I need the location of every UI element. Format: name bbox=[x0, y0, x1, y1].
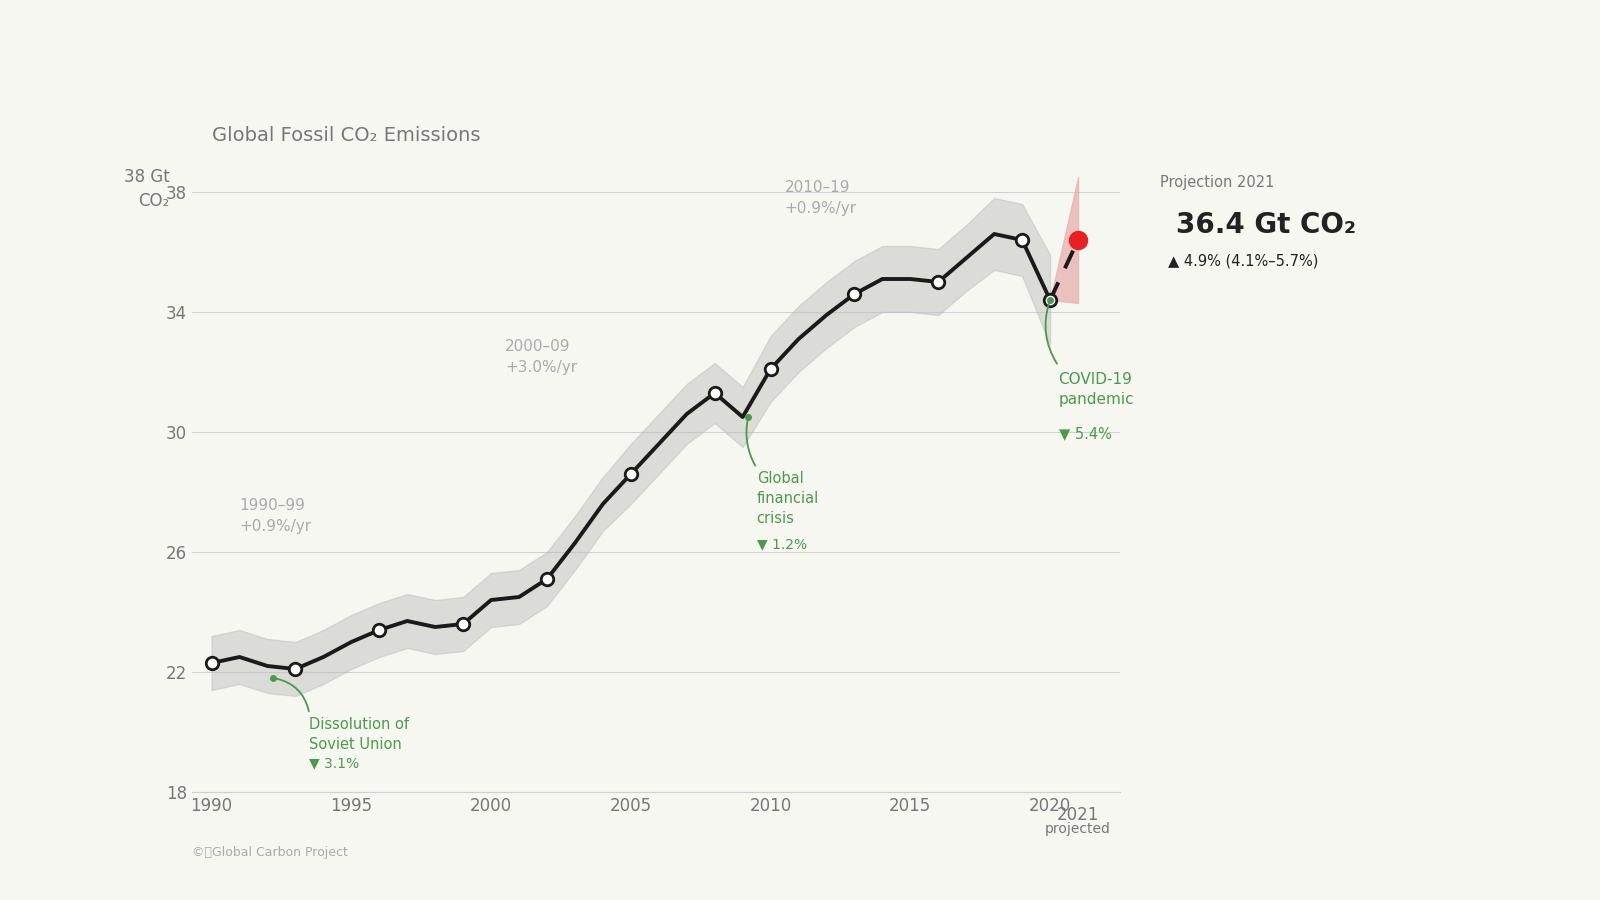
Text: Global Fossil CO₂ Emissions: Global Fossil CO₂ Emissions bbox=[211, 126, 480, 145]
Text: 38 Gt
CO₂: 38 Gt CO₂ bbox=[123, 168, 170, 210]
Text: ▲ 4.9% (4.1%–5.7%): ▲ 4.9% (4.1%–5.7%) bbox=[1168, 254, 1318, 268]
Text: projected: projected bbox=[1045, 822, 1110, 836]
Text: ▼ 3.1%: ▼ 3.1% bbox=[309, 756, 360, 770]
Text: 2000–09
+3.0%/yr: 2000–09 +3.0%/yr bbox=[506, 339, 578, 375]
Text: 2021: 2021 bbox=[1058, 806, 1099, 824]
Text: 36.4 Gt CO₂: 36.4 Gt CO₂ bbox=[1176, 211, 1357, 239]
Text: ▼ 5.4%: ▼ 5.4% bbox=[1059, 426, 1112, 441]
Text: Global
financial
crisis: Global financial crisis bbox=[757, 471, 819, 526]
Text: Projection 2021: Projection 2021 bbox=[1160, 176, 1274, 191]
Text: Dissolution of
Soviet Union: Dissolution of Soviet Union bbox=[309, 717, 410, 752]
Text: 2010–19
+0.9%/yr: 2010–19 +0.9%/yr bbox=[784, 180, 856, 216]
Text: COVID-19
pandemic: COVID-19 pandemic bbox=[1059, 372, 1134, 407]
Text: 1990–99
+0.9%/yr: 1990–99 +0.9%/yr bbox=[240, 498, 312, 534]
Text: ©ⓇGlobal Carbon Project: ©ⓇGlobal Carbon Project bbox=[192, 846, 347, 859]
Text: ▼ 1.2%: ▼ 1.2% bbox=[757, 537, 806, 551]
